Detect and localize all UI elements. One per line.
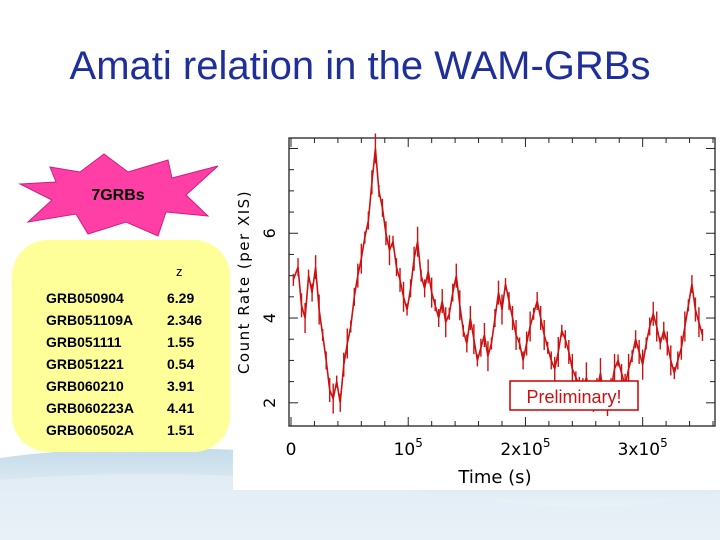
grb-row: GRB050904 6.29 — [46, 290, 194, 306]
grb-redshift: 4.41 — [167, 400, 195, 416]
grb-name: GRB060210 — [46, 378, 124, 394]
x-tick-label: 105 — [394, 436, 423, 460]
grb-redshift: 2.346 — [167, 312, 203, 328]
x-axis-label: Time (s) — [457, 467, 531, 488]
grb-redshift: 6.29 — [167, 290, 195, 306]
y-axis-label: Count Rate (per XIS) — [235, 190, 253, 374]
light-curve-plot: 2 4 6 0 105 2x105 3x105 Count Rate (per XIS) T… — [233, 133, 720, 490]
x-tick-label: 3x105 — [618, 436, 668, 460]
redshift-column-header: z — [176, 264, 183, 279]
grb-list-panel — [12, 240, 230, 452]
grb-row: GRB051221 0.54 — [46, 356, 194, 372]
x-tick-label: 0 — [286, 440, 297, 460]
grb-count-label: 7GRBs — [91, 187, 145, 204]
grb-row: GRB060223A 4.41 — [46, 400, 194, 416]
series-layer — [292, 133, 704, 417]
y-tick-label: 6 — [260, 228, 279, 238]
grb-name: GRB060223A — [46, 400, 134, 416]
grb-name: GRB051109A — [46, 312, 134, 328]
grb-name: GRB051221 — [46, 356, 124, 372]
light-curve-chart: 2 4 6 0 105 2x105 3x105 Count Rate (per XIS) T… — [233, 133, 720, 490]
preliminary-label: Preliminary! — [526, 387, 621, 407]
grb-name: GRB051111 — [46, 334, 122, 350]
y-tick-label: 2 — [260, 398, 279, 408]
grb-row: GRB051109A 2.346 — [46, 312, 202, 328]
axis-labels: 2 4 6 0 105 2x105 3x105 — [260, 228, 668, 460]
grb-name: GRB050904 — [46, 290, 124, 306]
grb-redshift: 0.54 — [167, 356, 195, 372]
axis-ticks — [289, 138, 715, 426]
x-tick-label: 2x105 — [500, 436, 550, 460]
preliminary-box — [509, 380, 639, 411]
grb-redshift: 1.51 — [167, 422, 195, 438]
grb-row: GRB051111 1.55 — [46, 334, 194, 350]
grb-redshift: 3.91 — [167, 378, 195, 394]
grb-redshift: 1.55 — [167, 334, 195, 350]
starburst-icon — [18, 153, 219, 237]
grb-name: GRB060502A — [46, 422, 134, 438]
slide-title: Amati relation in the WAM-GRBs — [69, 44, 651, 88]
grb-row: GRB060210 3.91 — [46, 378, 194, 394]
grb-row: GRB060502A 1.51 — [46, 422, 194, 438]
y-tick-label: 4 — [260, 313, 279, 323]
